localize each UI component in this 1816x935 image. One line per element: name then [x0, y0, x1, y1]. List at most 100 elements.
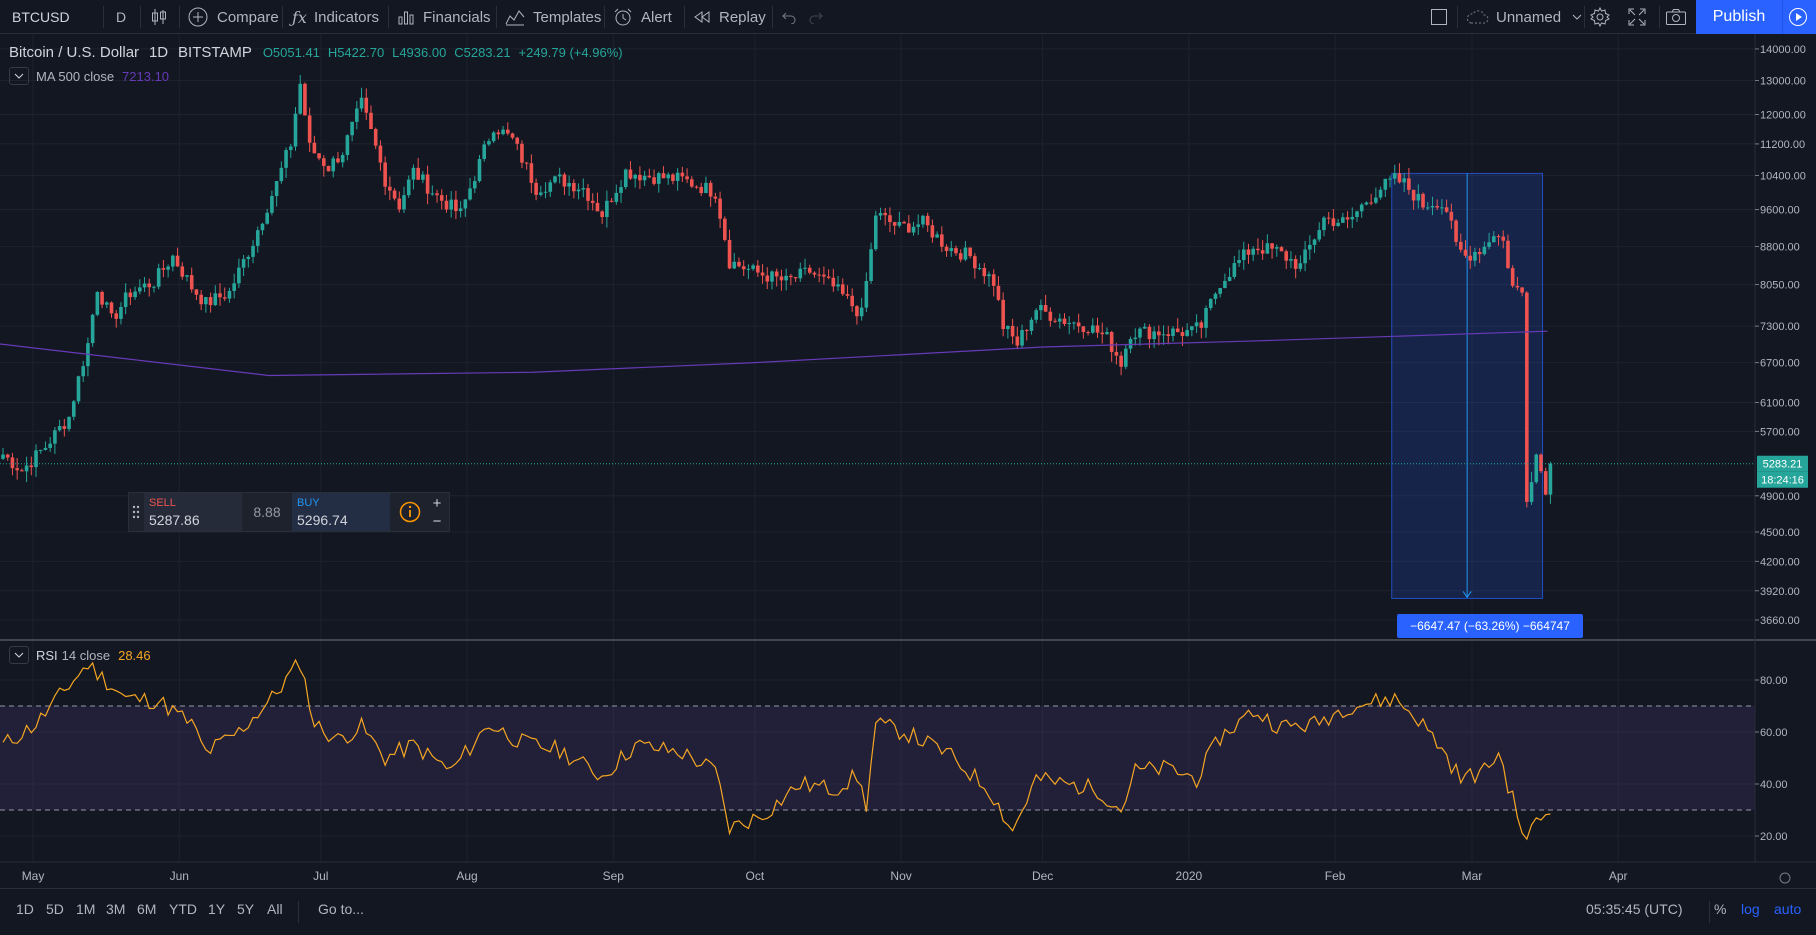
goto-button[interactable]: Go to... [318, 901, 364, 917]
range-button[interactable]: 3M [106, 901, 126, 917]
snapshot-button[interactable] [1665, 0, 1687, 34]
publish-button[interactable]: Publish [1696, 0, 1816, 34]
layout-name-button[interactable]: Unnamed [1465, 0, 1583, 34]
candle-body [1218, 288, 1222, 294]
symbol-legend[interactable]: Bitcoin / U.S. Dollar 1D BITSTAMP O5051.… [9, 44, 623, 61]
candle-body [656, 173, 661, 184]
redo-button[interactable] [808, 0, 824, 34]
candle-body [1421, 193, 1425, 208]
symbol-search[interactable]: BTCUSD [12, 9, 70, 25]
range-button[interactable]: 5D [46, 901, 64, 917]
range-button[interactable]: YTD [169, 901, 197, 917]
compare-button[interactable]: Compare [187, 0, 279, 34]
candle-body [694, 186, 699, 188]
price-tick-label: 4500.00 [1760, 527, 1800, 539]
fullscreen-button[interactable] [1628, 0, 1646, 34]
candle-body [1454, 220, 1458, 242]
range-button[interactable]: All [267, 901, 283, 917]
candle-body [237, 267, 241, 284]
toolbar-divider [772, 6, 773, 28]
candle-body [897, 221, 902, 226]
chart-area[interactable]: 14000.00 13000.00 12000.00 11200.00 10400.00… [0, 34, 1816, 888]
minus-button[interactable]: − [432, 513, 442, 530]
candle-body [911, 226, 916, 233]
collapse-button[interactable] [9, 67, 29, 85]
interval-button[interactable]: D [116, 9, 127, 25]
ma-legend[interactable]: MA 500 close 7213.10 [9, 67, 169, 85]
time-axis[interactable]: May Jun Jul Aug Sep Oct Nov Dec 2020 Feb Mar Apr [22, 869, 1791, 884]
candle-body [756, 265, 760, 273]
layout-name: Unnamed [1496, 8, 1562, 26]
toolbar-divider [179, 6, 180, 28]
templates-button[interactable]: Templates [505, 0, 601, 34]
candle-body [340, 155, 345, 163]
candle-body [119, 307, 123, 319]
range-button[interactable]: 1D [16, 901, 34, 917]
candle-body [623, 169, 628, 188]
cloud-icon [1466, 10, 1489, 24]
candle-body [798, 268, 803, 279]
plus-button[interactable]: + [432, 495, 442, 512]
drag-handle-icon[interactable] [132, 504, 140, 520]
gear-icon[interactable] [1779, 872, 1791, 884]
candle-body [1057, 318, 1062, 322]
sell-price: 5287.86 [149, 512, 200, 528]
chart-style-button[interactable] [150, 0, 168, 34]
candle-body [1289, 259, 1293, 261]
info-icon [399, 501, 421, 523]
candle-body [1378, 189, 1383, 198]
measure-tool[interactable] [1391, 172, 1544, 599]
info-button[interactable] [399, 501, 421, 528]
candle-body [515, 137, 520, 144]
candle-body [586, 188, 590, 201]
candle-body [1293, 259, 1298, 269]
play-circle-icon[interactable] [1788, 7, 1808, 27]
indicators-button[interactable]: ƒx Indicators [292, 0, 379, 34]
range-button[interactable]: 5Y [237, 901, 255, 917]
price-tick-label: 7300.00 [1760, 321, 1800, 333]
candle-body [204, 297, 208, 305]
sell-button[interactable]: SELL 5287.86 [144, 493, 242, 531]
candle-body [482, 144, 487, 160]
price-axis[interactable]: 14000.00 13000.00 12000.00 11200.00 10400.00… [1755, 44, 1806, 627]
candle-body [708, 182, 713, 197]
candle-body [807, 267, 812, 273]
rsi-value: 28.46 [118, 647, 151, 663]
clock-time[interactable]: 05:35:45 (UTC) [1586, 901, 1683, 917]
candle-body [524, 162, 529, 164]
candle-body [1529, 482, 1534, 502]
candle-body [1350, 216, 1355, 220]
measure-label[interactable]: −6647.47 (−63.26%) −664747 [1397, 614, 1583, 638]
log-toggle[interactable]: log [1741, 901, 1760, 917]
candle-body [1510, 268, 1515, 286]
candle-body [954, 248, 958, 254]
candle-body [581, 188, 586, 190]
candle-body [1119, 355, 1123, 367]
range-button[interactable]: 6M [137, 901, 157, 917]
candle-body [520, 143, 524, 163]
collapse-button[interactable] [9, 646, 29, 664]
candle-body [991, 274, 996, 286]
select-all-button[interactable] [1430, 0, 1448, 34]
candle-body [958, 253, 963, 260]
settings-button[interactable] [1590, 0, 1610, 34]
sell-label: SELL [149, 497, 176, 509]
rsi-axis[interactable]: 80.00 60.00 40.00 20.00 [1755, 675, 1788, 843]
chevron-down-icon [14, 73, 24, 79]
alert-button[interactable]: Alert [613, 0, 672, 34]
buy-button[interactable]: BUY 5296.74 [292, 493, 390, 531]
financials-button[interactable]: Financials [397, 0, 491, 34]
percent-toggle[interactable]: % [1714, 901, 1727, 917]
range-button[interactable]: 1Y [208, 901, 226, 917]
candle-body [449, 199, 453, 210]
auto-toggle[interactable]: auto [1774, 901, 1802, 917]
replay-button[interactable]: Replay [693, 0, 766, 34]
rsi-legend[interactable]: RSI 14 close 28.46 [9, 646, 151, 664]
undo-icon [782, 12, 796, 24]
price-tick-label: 3920.00 [1760, 586, 1800, 598]
range-button[interactable]: 1M [76, 901, 96, 917]
candle-body [529, 163, 534, 183]
countdown-tag [1757, 471, 1808, 488]
candle-body [567, 182, 571, 187]
undo-button[interactable] [781, 0, 797, 34]
